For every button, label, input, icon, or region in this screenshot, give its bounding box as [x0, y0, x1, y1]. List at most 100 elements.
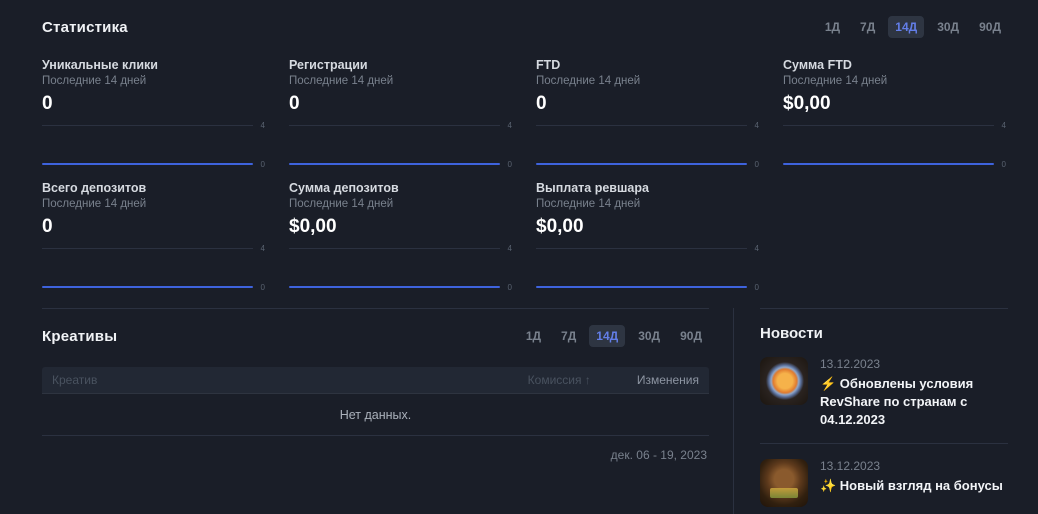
- sparkline-ymin-label: 0: [260, 160, 265, 169]
- column-header-changes: Изменения: [636, 373, 699, 387]
- stat-card-unique-clicks: Уникальные клики Последние 14 дней 0 4 0: [42, 58, 267, 169]
- stat-card-subtitle: Последние 14 дней: [42, 75, 147, 87]
- stat-card-ftd: FTD Последние 14 дней 0 4 0: [536, 58, 761, 169]
- sparkline-ymin-label: 0: [507, 283, 512, 292]
- stat-card-subtitle: Последние 14 дней: [289, 198, 394, 210]
- creatives-table-header: Креатив Комиссия ↑ Изменения: [42, 367, 709, 394]
- sparkline-ymin-label: 0: [1001, 160, 1006, 169]
- stat-card-empty-slot: [783, 181, 1008, 290]
- news-thumbnail-coin-orb-icon: [760, 357, 808, 405]
- creatives-period-90d[interactable]: 90Д: [680, 329, 702, 343]
- stat-card-value: $0,00: [536, 216, 584, 237]
- sparkline-dataline: [289, 286, 500, 288]
- stat-card-title: Сумма депозитов: [289, 181, 399, 195]
- column-header-commission-sort[interactable]: Комиссия ↑: [527, 373, 591, 387]
- sparkline-dataline: [289, 163, 500, 165]
- news-item[interactable]: 13.12.2023 ⚡ Обновлены условия RevShare …: [760, 342, 1008, 444]
- sparkline-ymax-label: 4: [1001, 121, 1006, 130]
- news-date: 13.12.2023: [820, 357, 881, 371]
- sparkline-ymax-label: 4: [754, 121, 759, 130]
- stat-card-revshare-payout: Выплата ревшара Последние 14 дней $0,00 …: [536, 181, 761, 292]
- news-thumbnail-treasure-chest-icon: [760, 458, 808, 507]
- stats-period-1d[interactable]: 1Д: [824, 20, 841, 34]
- sparkline-ymin-label: 0: [260, 283, 265, 292]
- sparkline-chart: 4 0: [42, 244, 267, 292]
- stat-card-subtitle: Последние 14 дней: [289, 75, 394, 87]
- stat-card-total-deposits: Всего депозитов Последние 14 дней 0 4 0: [42, 181, 267, 292]
- stats-period-14d-selected[interactable]: 14Д: [888, 16, 925, 38]
- sparkline-gridline: [289, 125, 500, 126]
- stat-card-deposits-sum: Сумма депозитов Последние 14 дней $0,00 …: [289, 181, 514, 292]
- stat-card-subtitle: Последние 14 дней: [536, 75, 641, 87]
- sparkline-chart: 4 0: [783, 121, 1008, 169]
- sparkline-chart: 4 0: [536, 244, 761, 292]
- stat-card-title: Уникальные клики: [42, 58, 158, 72]
- news-text: ⚡ Обновлены условия RevShare по странам …: [820, 376, 974, 427]
- stat-card-value: 0: [536, 93, 547, 114]
- sparkline-ymin-label: 0: [507, 160, 512, 169]
- stat-card-registrations: Регистрации Последние 14 дней 0 4 0: [289, 58, 514, 169]
- stat-card-ftd-sum: Сумма FTD Последние 14 дней $0,00 4 0: [783, 58, 1008, 169]
- sparkline-dataline: [536, 163, 747, 165]
- table-empty-message: Нет данных.: [339, 408, 412, 422]
- bottom-section: Креативы 1Д 7Д 14Д 30Д 90Д Креатив Комис…: [42, 308, 1008, 514]
- creatives-title: Креативы: [42, 327, 118, 345]
- stats-header: Статистика 1Д 7Д 14Д 30Д 90Д: [42, 16, 1008, 38]
- stats-grid: Уникальные клики Последние 14 дней 0 4 0…: [42, 58, 1008, 292]
- stat-card-value: 0: [42, 216, 53, 237]
- table-bottom-divider: [42, 435, 709, 436]
- news-text: ✨ Новый взгляд на бонусы: [820, 477, 1003, 493]
- creatives-period-30d[interactable]: 30Д: [638, 329, 661, 343]
- news-item-body: 13.12.2023 ⚡ Обновлены условия RevShare …: [820, 357, 1008, 429]
- stats-title: Статистика: [42, 18, 128, 36]
- stat-card-title: FTD: [536, 58, 561, 72]
- news-item-body: 13.12.2023 ✨ Новый взгляд на бонусы: [820, 459, 1008, 507]
- sparkline-gridline: [42, 125, 253, 126]
- sparkline-dataline: [536, 286, 747, 288]
- sparkline-chart: 4 0: [536, 121, 761, 169]
- sparkline-ymin-label: 0: [754, 283, 759, 292]
- sparkline-chart: 4 0: [42, 121, 267, 169]
- news-item[interactable]: 13.12.2023 ✨ Новый взгляд на бонусы: [760, 444, 1008, 514]
- stat-card-title: Регистрации: [289, 58, 368, 72]
- sparkline-ymin-label: 0: [754, 160, 759, 169]
- stat-card-value: 0: [289, 93, 300, 114]
- stats-period-30d[interactable]: 30Д: [937, 20, 960, 34]
- sparkline-chart: 4 0: [289, 244, 514, 292]
- stats-period-selector: 1Д 7Д 14Д 30Д 90Д: [818, 16, 1008, 38]
- sparkline-gridline: [536, 125, 747, 126]
- stat-card-title: Всего депозитов: [42, 181, 147, 195]
- sparkline-dataline: [42, 163, 253, 165]
- sparkline-gridline: [536, 248, 747, 249]
- sparkline-gridline: [42, 248, 253, 249]
- stat-card-subtitle: Последние 14 дней: [783, 75, 888, 87]
- creatives-header: Креативы 1Д 7Д 14Д 30Д 90Д: [42, 325, 709, 347]
- news-title: Новости: [760, 325, 823, 342]
- vertical-divider: [733, 308, 734, 514]
- stat-card-value: $0,00: [783, 93, 831, 114]
- sparkline-ymax-label: 4: [260, 244, 265, 253]
- sparkline-ymax-label: 4: [507, 121, 512, 130]
- creatives-period-1d[interactable]: 1Д: [525, 329, 542, 343]
- sparkline-dataline: [42, 286, 253, 288]
- news-panel: Новости 13.12.2023 ⚡ Обновлены условия R…: [760, 308, 1008, 514]
- stat-card-subtitle: Последние 14 дней: [536, 198, 641, 210]
- sparkline-gridline: [289, 248, 500, 249]
- sparkline-chart: 4 0: [289, 121, 514, 169]
- creatives-date-range: дек. 06 - 19, 2023: [610, 448, 707, 462]
- stats-period-7d[interactable]: 7Д: [860, 20, 876, 34]
- stat-card-title: Выплата ревшара: [536, 181, 649, 195]
- sparkline-dataline: [783, 163, 994, 165]
- news-date: 13.12.2023: [820, 458, 881, 473]
- creatives-panel: Креативы 1Д 7Д 14Д 30Д 90Д Креатив Комис…: [42, 308, 709, 514]
- stat-card-value: 0: [42, 93, 53, 114]
- creatives-period-14d-selected[interactable]: 14Д: [589, 325, 626, 347]
- stat-card-subtitle: Последние 14 дней: [42, 198, 147, 210]
- column-header-creative: Креатив: [52, 373, 98, 387]
- creatives-period-selector: 1Д 7Д 14Д 30Д 90Д: [519, 325, 709, 347]
- sparkline-ymax-label: 4: [754, 244, 759, 253]
- sparkline-gridline: [783, 125, 994, 126]
- creatives-period-7d[interactable]: 7Д: [561, 329, 577, 343]
- stats-period-90d[interactable]: 90Д: [979, 20, 1001, 34]
